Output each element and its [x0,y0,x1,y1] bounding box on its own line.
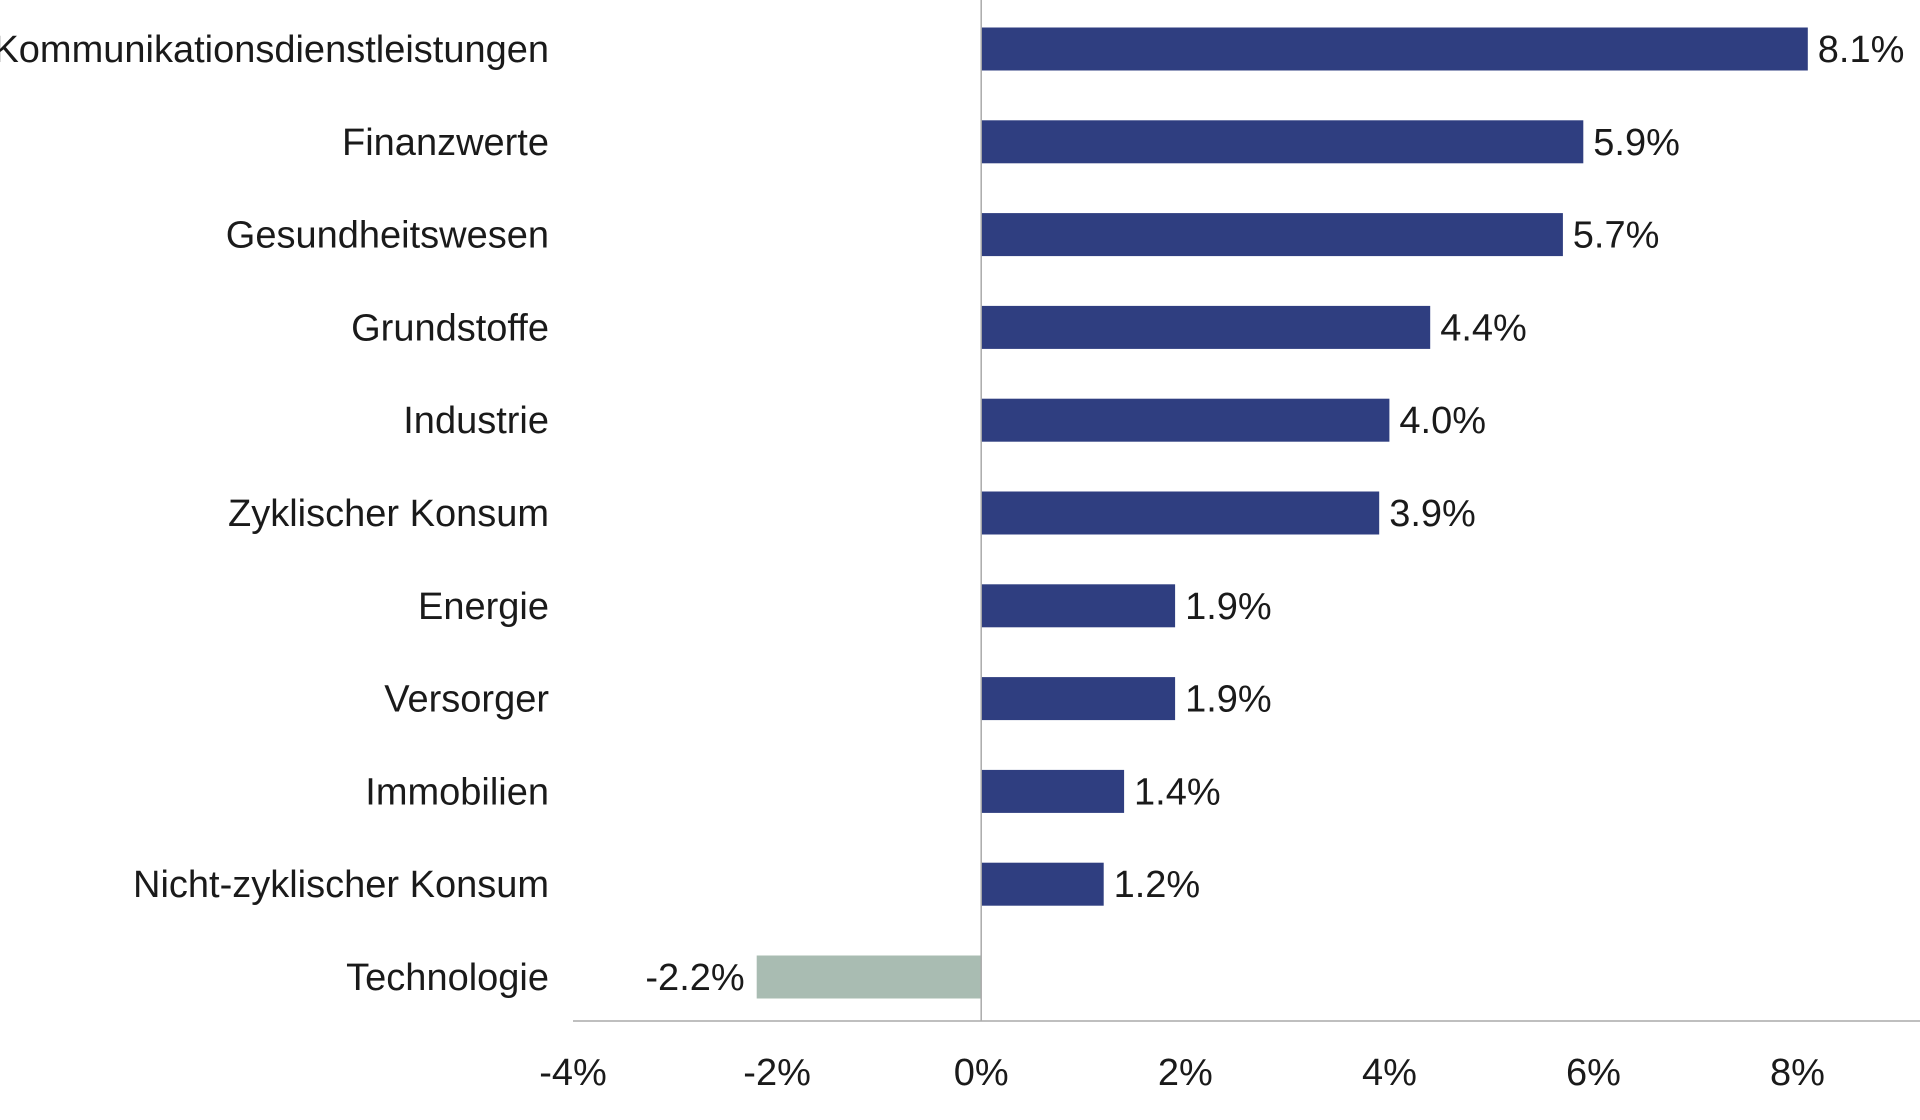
category-label-5: Industrie [403,400,549,442]
category-label-3: Gesundheitswesen [226,215,549,257]
category-label-6: Zyklischer Konsum [228,493,549,535]
bar-3 [981,213,1563,257]
category-label-9: Immobilien [365,771,549,813]
category-label-7: Energie [418,586,549,628]
bar-2 [981,120,1584,164]
value-label-3: 5.7% [1573,215,1660,257]
category-label-11: Technologie [346,957,549,999]
bar-6 [981,491,1380,535]
bars-group [756,27,1808,999]
bar-8 [981,677,1176,721]
category-label-1: Kommunikationsdienstleistungen [0,29,549,71]
value-label-4: 4.4% [1440,307,1527,349]
value-label-10: 1.2% [1114,864,1201,906]
bar-1 [981,27,1808,71]
x-tick-label-3: 0% [954,1052,1009,1094]
value-label-9: 1.4% [1134,771,1221,813]
axes-group [573,0,1920,1022]
category-label-8: Versorger [384,679,549,721]
value-label-7: 1.9% [1185,586,1272,628]
value-label-5: 4.0% [1399,400,1486,442]
value-label-1: 8.1% [1818,29,1905,71]
value-label-6: 3.9% [1389,493,1476,535]
x-tick-label-2: -2% [743,1052,811,1094]
category-label-4: Grundstoffe [351,307,549,349]
x-tick-label-7: 8% [1770,1052,1825,1094]
value-label-2: 5.9% [1593,122,1680,164]
x-tick-label-5: 4% [1362,1052,1417,1094]
bar-10 [981,862,1104,906]
bar-11 [756,955,982,999]
value-label-8: 1.9% [1185,679,1272,721]
bar-7 [981,584,1176,628]
labels-group: Kommunikationsdienstleistungen 8.1% Finanz… [0,29,1904,1094]
x-tick-label-6: 6% [1566,1052,1621,1094]
x-tick-label-4: 2% [1158,1052,1213,1094]
bar-9 [981,769,1125,813]
x-tick-label-1: -4% [539,1052,607,1094]
category-label-2: Finanzwerte [342,122,549,164]
bar-4 [981,305,1431,349]
category-label-10: Nicht-zyklischer Konsum [133,864,549,906]
value-label-11: -2.2% [645,957,744,999]
bar-5 [981,398,1390,442]
